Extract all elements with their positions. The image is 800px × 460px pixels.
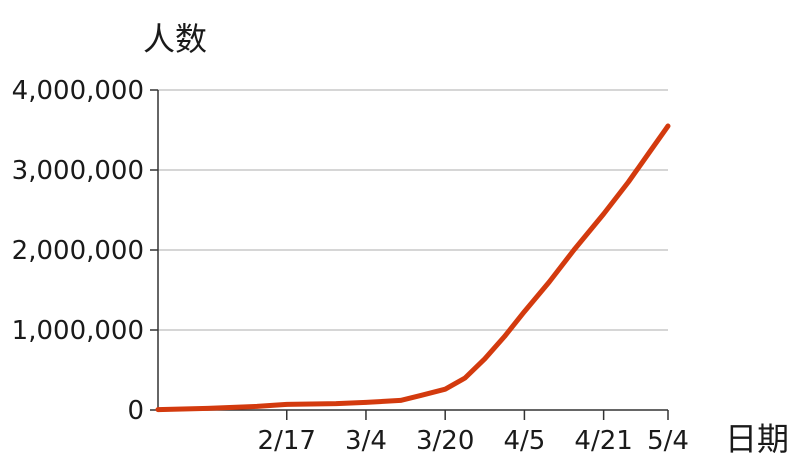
data-point (601, 211, 606, 217)
data-point (462, 375, 468, 381)
y-axis-title: 人数 (143, 20, 207, 58)
x-ticks: 2/17 3/4 3/20 4/5 4/21 5/4 (258, 410, 689, 456)
data-point (334, 401, 339, 406)
y-ticks: 0 1,000,000 2,000,000 3,000,000 4,000,000 (12, 76, 158, 426)
data-point (398, 398, 403, 403)
data-point (665, 123, 671, 129)
gridlines (158, 89, 668, 331)
data-point (522, 309, 527, 314)
x-tick-label: 2/17 (258, 426, 316, 456)
data-point (546, 279, 552, 285)
y-tick-label: 3,000,000 (12, 156, 144, 186)
y-tick-label: 2,000,000 (12, 236, 144, 266)
x-tick-label: 3/20 (416, 426, 474, 456)
x-tick-label: 4/5 (503, 426, 545, 456)
y-tick-label: 4,000,000 (12, 76, 144, 106)
y-tick-label: 0 (127, 396, 144, 426)
x-tick-label: 3/4 (345, 426, 387, 456)
data-point (591, 223, 596, 229)
x-tick-label: 5/4 (647, 426, 689, 456)
data-point (502, 334, 507, 339)
series-line (155, 123, 671, 413)
data-point (363, 400, 369, 405)
data-point (254, 404, 260, 409)
data-point (284, 402, 289, 407)
data-point (482, 356, 487, 361)
data-point (418, 393, 423, 398)
data-point (205, 406, 210, 411)
data-point (155, 407, 161, 412)
data-point (645, 151, 651, 157)
x-axis-title: 日期 (725, 420, 789, 458)
data-point (626, 179, 631, 185)
data-point (442, 387, 448, 392)
data-point (571, 247, 577, 253)
series (155, 123, 671, 413)
x-tick-label: 4/21 (574, 426, 632, 456)
y-tick-label: 1,000,000 (12, 316, 144, 346)
